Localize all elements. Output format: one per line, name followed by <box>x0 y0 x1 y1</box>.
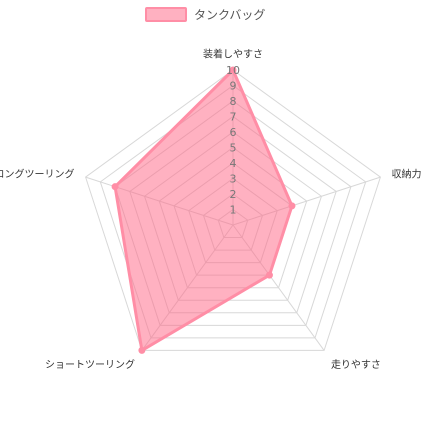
grid-ring-9 <box>99 84 367 339</box>
grid-ring-10 <box>84 69 382 351</box>
legend[interactable]: タンクバッグ <box>145 7 265 22</box>
tick-label-7: 7 <box>230 111 237 124</box>
axis-label-3: ショートツーリング <box>45 358 135 371</box>
tick-label-10: 10 <box>226 64 240 77</box>
data-point-0[interactable] <box>229 66 237 74</box>
tick-label-4: 4 <box>230 157 237 170</box>
series-area-0 <box>113 68 294 352</box>
tick-label-5: 5 <box>230 142 237 155</box>
data-point-2[interactable] <box>265 271 273 279</box>
legend-swatch <box>145 7 187 22</box>
data-point-3[interactable] <box>138 346 146 354</box>
radial-tick-labels: 1 2 3 4 5 6 7 8 9 10 <box>226 64 240 217</box>
tick-label-8: 8 <box>230 95 237 108</box>
legend-label: タンクバッグ <box>194 8 265 22</box>
tick-label-2: 2 <box>230 188 237 201</box>
axis-label-1: 収納力 <box>391 168 421 181</box>
axis-label-4: ロングツーリング <box>0 168 75 181</box>
axis-label-2: 走りやすさ <box>331 359 381 371</box>
tick-label-6: 6 <box>230 126 237 139</box>
tick-label-9: 9 <box>230 80 237 93</box>
tick-label-3: 3 <box>230 173 237 186</box>
data-point-4[interactable] <box>111 183 119 191</box>
tick-label-1: 1 <box>230 204 237 217</box>
series-layer <box>111 66 296 354</box>
data-point-1[interactable] <box>288 202 296 210</box>
axis-label-0: 装着しやすさ <box>203 47 263 60</box>
